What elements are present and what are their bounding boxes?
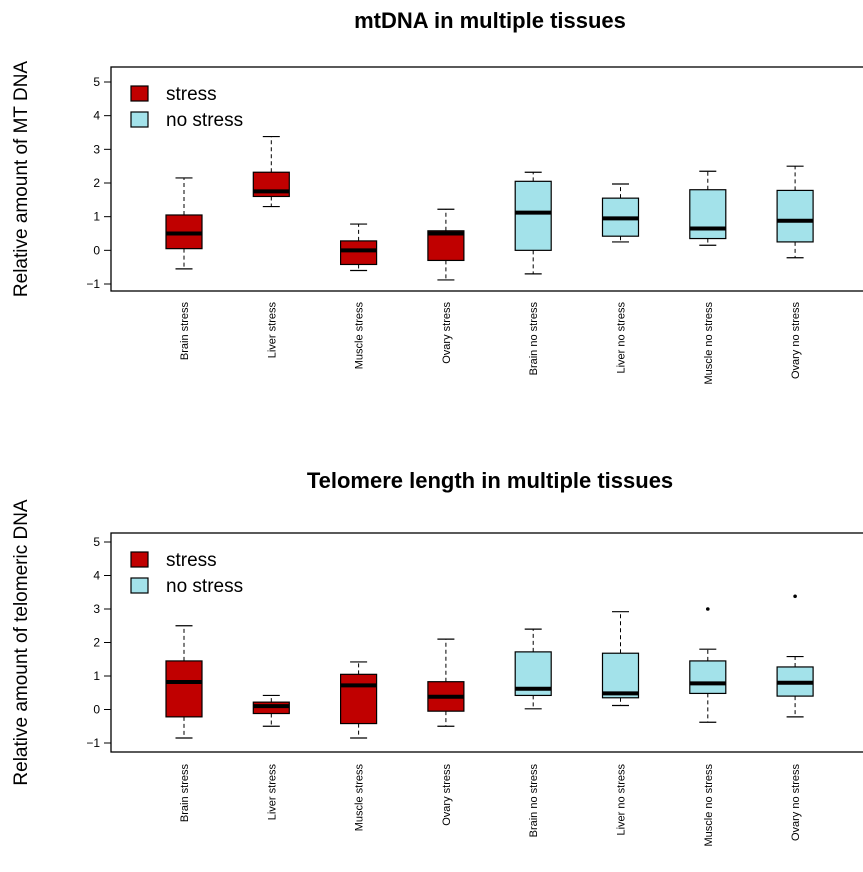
legend-swatch	[130, 85, 149, 102]
y-tick-label: 1	[93, 210, 100, 224]
box-3: Muscle stress	[340, 223, 378, 370]
legend-label: stress	[166, 550, 217, 571]
box-5: Brain no stress	[514, 171, 552, 376]
box-7: Muscle no stress	[689, 170, 727, 385]
iqr-box	[689, 660, 727, 695]
x-category-label: Ovary stress	[441, 764, 453, 826]
y-tick-label: 4	[93, 569, 100, 583]
y-tick-label: 2	[93, 636, 100, 650]
box-1: Brain stress	[165, 177, 203, 361]
iqr-box	[165, 660, 203, 718]
y-tick-label: 5	[93, 535, 100, 549]
box-1: Brain stress	[165, 625, 203, 823]
outlier-point	[793, 594, 797, 599]
legend-label: no stress	[166, 576, 243, 597]
box-7: Muscle no stress	[689, 607, 727, 847]
y-tick-label: 3	[93, 602, 100, 616]
x-category-label: Muscle stress	[354, 764, 366, 832]
x-category-label: Liver no stress	[616, 764, 628, 836]
y-tick-label: 5	[93, 75, 100, 89]
iqr-box	[689, 189, 727, 240]
x-category-label: Ovary no stress	[790, 764, 802, 842]
box-2: Liver stress	[252, 694, 290, 821]
y-tick-label: −1	[86, 736, 100, 750]
x-category-label: Muscle no stress	[703, 302, 715, 385]
iqr-box	[601, 652, 640, 699]
chart-panel-2: Telomere length in multiple tissues Relat…	[11, 468, 863, 847]
x-category-label: Brain no stress	[528, 764, 540, 838]
iqr-box	[427, 230, 465, 262]
box-8: Ovary no stress	[776, 594, 814, 842]
legend-label: stress	[166, 84, 217, 105]
chart-title: Telomere length in multiple tissues	[307, 468, 673, 493]
iqr-box	[340, 240, 378, 266]
y-tick-label: 1	[93, 669, 100, 683]
y-tick-label: 4	[93, 109, 100, 123]
x-category-label: Brain stress	[179, 302, 191, 361]
x-category-label: Liver no stress	[616, 302, 628, 374]
legend-label: no stress	[166, 110, 243, 131]
y-tick-label: 2	[93, 176, 100, 190]
x-category-label: Ovary no stress	[790, 302, 802, 380]
x-category-label: Muscle stress	[354, 302, 366, 370]
legend-swatch	[130, 111, 149, 128]
box-8: Ovary no stress	[776, 165, 814, 380]
y-tick-label: −1	[86, 277, 100, 291]
x-category-label: Brain no stress	[528, 302, 540, 376]
box-6: Liver no stress	[601, 183, 640, 374]
x-category-label: Brain stress	[179, 764, 191, 823]
chart-panel-1: mtDNA in multiple tissues Relative amount…	[11, 8, 863, 385]
iqr-box	[340, 673, 378, 725]
box-4: Ovary stress	[427, 208, 465, 364]
plot-frame	[110, 532, 863, 753]
x-category-label: Muscle no stress	[703, 764, 715, 847]
chart-title: mtDNA in multiple tissues	[354, 8, 626, 33]
y-tick-label: 0	[93, 243, 100, 257]
box-4: Ovary stress	[427, 638, 465, 826]
box-2: Liver stress	[252, 135, 290, 359]
x-category-label: Liver stress	[266, 764, 278, 821]
box-5: Brain no stress	[514, 628, 552, 838]
iqr-box	[514, 180, 552, 251]
legend-swatch	[130, 551, 149, 568]
plot-frame	[110, 66, 863, 292]
x-category-label: Liver stress	[266, 302, 278, 359]
legend: stress no stress	[130, 550, 243, 597]
y-tick-label: 0	[93, 703, 100, 717]
legend: stress no stress	[130, 84, 243, 131]
box-6: Liver no stress	[601, 611, 640, 836]
y-axis-label: Relative amount of telomeric DNA	[11, 499, 32, 785]
iqr-box	[776, 189, 814, 243]
y-tick-label: 3	[93, 142, 100, 156]
box-3: Muscle stress	[340, 661, 378, 832]
y-axis-label: Relative amount of MT DNA	[11, 61, 32, 298]
x-category-label: Ovary stress	[441, 302, 453, 364]
outlier-point	[706, 607, 710, 611]
legend-swatch	[130, 577, 149, 594]
